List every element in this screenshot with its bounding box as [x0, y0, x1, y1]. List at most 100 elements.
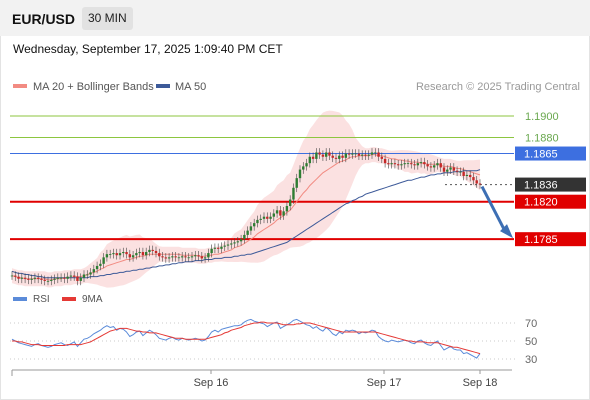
symbol-label: EUR/USD: [12, 11, 76, 27]
candle-body: [108, 254, 112, 255]
candle-body: [17, 276, 20, 279]
candle-body: [148, 249, 151, 253]
candle: [148, 245, 151, 257]
candle: [82, 270, 86, 282]
candle: [102, 253, 105, 269]
candle: [455, 166, 459, 177]
candle-body: [89, 272, 92, 275]
candle: [315, 148, 318, 164]
candle: [341, 151, 344, 163]
timeframe-badge[interactable]: 30 MIN: [82, 7, 133, 30]
candle-body: [252, 223, 256, 227]
candle-body: [105, 254, 109, 258]
candle-body: [30, 278, 33, 280]
candle: [318, 148, 321, 159]
candle-body: [63, 277, 66, 279]
candle: [105, 249, 109, 262]
candle-body: [125, 252, 128, 255]
candle: [216, 243, 220, 254]
candle: [20, 273, 24, 284]
candle: [135, 248, 138, 260]
candle: [429, 162, 433, 172]
candle: [200, 252, 204, 263]
candle-body: [223, 245, 226, 247]
candle-body: [324, 152, 328, 157]
candle: [141, 247, 145, 260]
candle-body: [86, 274, 89, 276]
candle: [311, 152, 315, 164]
candle: [76, 272, 79, 286]
candle: [17, 272, 20, 284]
candle-body: [66, 276, 69, 279]
candle-body: [315, 152, 318, 159]
candle-body: [478, 183, 482, 185]
candle-body: [187, 257, 190, 259]
candle: [262, 212, 266, 224]
candle: [194, 250, 197, 261]
candle-body: [364, 154, 367, 156]
candle-body: [387, 163, 390, 165]
candle: [266, 212, 269, 224]
candle-body: [334, 157, 338, 159]
candle: [203, 253, 207, 263]
candle-body: [233, 242, 236, 244]
candle: [233, 238, 236, 248]
candle: [472, 172, 475, 185]
level-label-1.1836: 1.1836: [524, 180, 558, 192]
candle-body: [167, 257, 171, 259]
candle: [462, 167, 465, 181]
candle: [396, 159, 400, 170]
candle-body: [184, 256, 187, 258]
candle: [207, 248, 210, 262]
candle-body: [426, 164, 429, 167]
candle: [383, 154, 387, 168]
x-tick-label: Sep 18: [463, 377, 498, 389]
candle-body: [308, 156, 312, 164]
candle-body: [213, 247, 217, 249]
rsi-tick-70: 70: [525, 318, 537, 330]
legend-swatch-ma20: [13, 84, 27, 88]
rsi-line: [11, 318, 481, 359]
candle-body: [285, 205, 289, 212]
candle-body: [475, 180, 478, 184]
candle: [184, 252, 187, 262]
candle-body: [259, 218, 262, 220]
candle-body: [400, 164, 403, 166]
candle: [138, 247, 141, 258]
candle-body: [374, 152, 377, 154]
level-box-1.1836: [515, 177, 586, 192]
candle: [95, 261, 99, 274]
candle-body: [46, 280, 50, 282]
candle-body: [413, 164, 416, 166]
candle-body: [338, 155, 341, 159]
candle: [125, 247, 128, 259]
candle-body: [138, 252, 141, 254]
candle-body: [72, 275, 76, 277]
candle: [354, 149, 357, 158]
candle: [426, 159, 429, 171]
candle-body: [292, 187, 295, 200]
candle: [10, 271, 14, 280]
candle: [161, 252, 164, 262]
candle: [230, 239, 233, 249]
candle: [357, 149, 361, 160]
candle: [279, 205, 282, 220]
candle: [432, 161, 436, 172]
candle: [374, 148, 377, 157]
level-box-1.1820: [515, 194, 586, 209]
candle-body: [311, 156, 315, 159]
candle: [436, 158, 439, 170]
candle-body: [298, 169, 302, 179]
candle-body: [406, 163, 410, 164]
candle-body: [321, 154, 325, 157]
candle-body: [282, 211, 285, 216]
candle: [390, 158, 393, 169]
candle-body: [347, 153, 351, 155]
candle-body: [331, 155, 334, 158]
candle: [367, 150, 370, 160]
candle-body: [275, 210, 279, 214]
candle: [27, 274, 30, 285]
candle-body: [390, 163, 393, 165]
candle-body: [50, 279, 53, 281]
candle-body: [82, 274, 86, 278]
